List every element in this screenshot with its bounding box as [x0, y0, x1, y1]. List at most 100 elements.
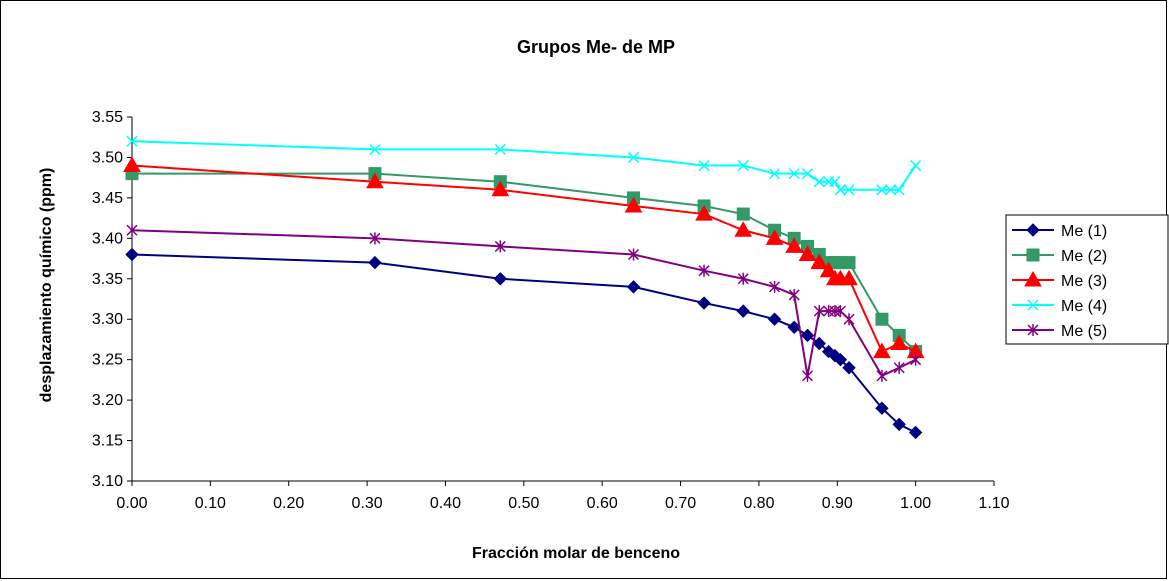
y-tick-label: 3.10	[92, 473, 123, 490]
data-point	[698, 160, 710, 172]
legend-marker	[1026, 223, 1040, 237]
data-point	[369, 232, 381, 245]
data-point	[734, 221, 753, 237]
x-tick-label: 0.50	[508, 495, 539, 512]
data-point	[765, 229, 784, 245]
x-tick-label: 0.00	[116, 495, 147, 512]
legend: Me (1) Me (2) Me (3) Me (4) Me (5)	[1005, 214, 1169, 345]
legend-marker	[1026, 248, 1040, 262]
data-point	[885, 184, 897, 196]
series-line	[131, 253, 917, 434]
data-point	[908, 425, 923, 440]
data-point	[813, 176, 825, 188]
data-point	[875, 401, 889, 415]
data-point	[788, 168, 800, 180]
data-point	[890, 334, 909, 350]
y-axis-title: desplazamiento químico (ppm)	[38, 168, 55, 403]
data-point	[368, 255, 382, 270]
data-point	[125, 247, 139, 262]
legend-marker	[1027, 299, 1039, 311]
x-tick-label: 0.90	[822, 495, 853, 512]
data-point	[366, 172, 384, 189]
y-tick-label: 3.40	[92, 230, 123, 247]
data-point	[801, 168, 814, 180]
legend-label: Me (4)	[1061, 298, 1107, 315]
legend-label: Me (1)	[1061, 223, 1107, 240]
data-point	[843, 313, 855, 326]
data-point	[875, 312, 889, 326]
x-tick-label: 1.10	[978, 495, 1009, 512]
y-tick-label: 3.45	[92, 190, 123, 207]
x-tick-label: 0.30	[352, 495, 383, 512]
data-point	[910, 353, 922, 366]
data-point	[800, 328, 815, 343]
data-point	[695, 205, 713, 221]
data-point	[126, 135, 138, 147]
series-line	[131, 140, 917, 191]
data-point	[493, 272, 508, 286]
y-tick-label: 3.25	[92, 352, 123, 369]
data-point	[624, 196, 643, 213]
data-point	[829, 305, 841, 318]
y-tick-label: 3.35	[92, 271, 123, 288]
legend-marker	[1027, 324, 1039, 336]
plot-area: 3.10 3.15 3.20 3.25 3.30 3.35 3.40 3.45 3.50 3.55…	[92, 109, 1010, 512]
y-tick-label: 3.15	[92, 433, 123, 450]
data-point	[842, 256, 856, 270]
legend-marker	[1024, 270, 1042, 287]
data-point	[123, 156, 141, 173]
data-point	[910, 160, 922, 172]
data-point	[369, 143, 381, 155]
data-point	[788, 288, 800, 301]
data-point	[842, 361, 856, 375]
data-point	[833, 352, 848, 367]
data-point	[829, 176, 841, 188]
data-point	[697, 296, 711, 310]
data-point	[876, 369, 888, 382]
data-point	[491, 180, 510, 197]
data-point	[819, 261, 838, 278]
data-point	[843, 184, 855, 196]
x-tick-label: 0.60	[587, 495, 618, 512]
data-point	[813, 305, 825, 318]
data-point	[892, 417, 906, 432]
x-tick-label: 0.80	[743, 495, 774, 512]
data-point	[769, 168, 781, 180]
data-point	[834, 184, 846, 196]
legend-label: Me (5)	[1061, 323, 1107, 340]
x-tick-label: 0.70	[665, 495, 696, 512]
y-tick-label: 3.30	[92, 311, 123, 328]
x-tick-label: 0.10	[195, 495, 226, 512]
data-point	[798, 245, 817, 262]
y-tick-label: 3.50	[92, 149, 123, 166]
data-point	[698, 264, 710, 277]
x-axis-title: Fracción molar de benceno	[472, 545, 680, 562]
data-point	[876, 184, 888, 196]
data-point	[840, 269, 858, 286]
y-tick-label: 3.55	[92, 109, 123, 126]
x-tick-label: 0.20	[273, 495, 304, 512]
data-point	[767, 312, 782, 326]
y-tick-label: 3.20	[92, 392, 123, 409]
data-point	[873, 342, 891, 359]
data-point	[893, 361, 905, 374]
data-point	[627, 248, 640, 261]
x-tick-label: 1.00	[900, 495, 931, 512]
chart-title: Grupos Me- de MP	[517, 37, 675, 57]
data-point	[627, 151, 640, 163]
data-point	[801, 369, 814, 382]
data-point	[626, 280, 641, 294]
data-point	[812, 336, 826, 351]
legend-label: Me (2)	[1061, 248, 1107, 265]
data-point	[737, 272, 749, 285]
data-point	[893, 184, 905, 196]
data-point	[736, 207, 750, 221]
data-point	[769, 280, 781, 293]
data-point	[785, 237, 804, 253]
x-tick-label: 0.40	[430, 495, 461, 512]
data-point	[494, 143, 506, 155]
data-point	[494, 240, 506, 253]
data-point	[737, 160, 749, 172]
